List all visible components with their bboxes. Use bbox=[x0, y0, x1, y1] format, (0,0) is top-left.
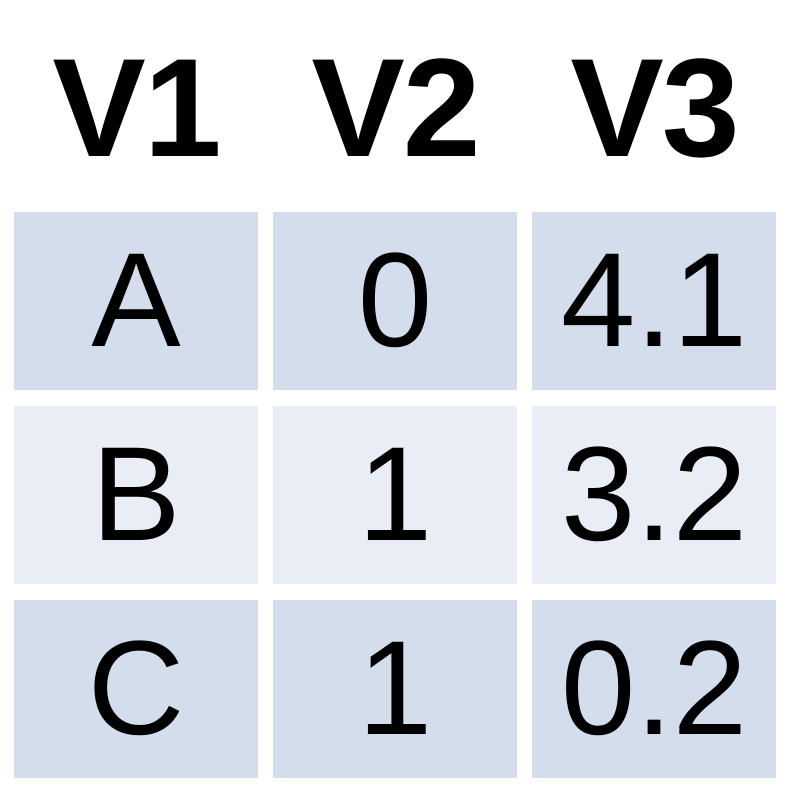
column-header-v2: V2 bbox=[311, 29, 480, 186]
table-cell-b-v3: 3.2 bbox=[532, 406, 776, 584]
table-cell-a-v3: 4.1 bbox=[532, 212, 776, 390]
column-header-v3: V3 bbox=[570, 29, 739, 186]
table-cell-b-v2: 1 bbox=[273, 406, 517, 584]
table-cell-b-v1: B bbox=[14, 406, 258, 584]
table-cell-a-v1: A bbox=[14, 212, 258, 390]
table-cell-c-v2: 1 bbox=[273, 600, 517, 778]
table-cell-a-v2: 0 bbox=[273, 212, 517, 390]
table-cell-c-v1: C bbox=[14, 600, 258, 778]
table-cell-c-v3: 0.2 bbox=[532, 600, 776, 778]
column-header-v1: V1 bbox=[52, 29, 221, 186]
